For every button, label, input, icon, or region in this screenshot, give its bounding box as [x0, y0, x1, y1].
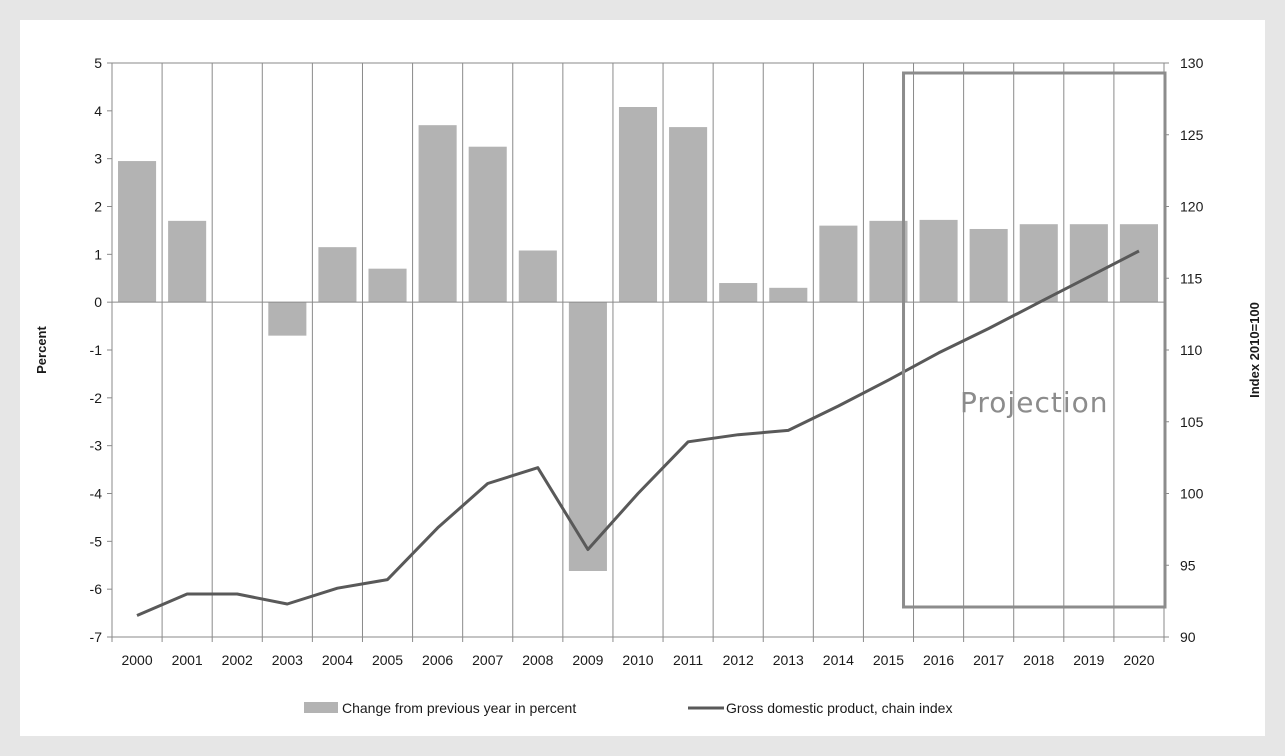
- bar: [468, 146, 507, 303]
- right-tick-label: 110: [1180, 342, 1203, 358]
- x-tick-label: 2019: [1073, 652, 1104, 668]
- right-tick-label: 100: [1180, 486, 1204, 502]
- x-tick-label: 2017: [973, 652, 1004, 668]
- right-tick-label: 105: [1180, 414, 1204, 430]
- x-tick-label: 2014: [823, 652, 854, 668]
- bar: [769, 287, 808, 303]
- left-tick-label: 5: [94, 55, 102, 71]
- projection-label: Projection: [960, 386, 1108, 419]
- x-tick-label: 2012: [723, 652, 754, 668]
- x-tick-label: 2007: [472, 652, 503, 668]
- x-tick-label: 2009: [572, 652, 603, 668]
- bar: [268, 302, 307, 336]
- bar: [168, 220, 207, 303]
- x-tick-label: 2004: [322, 652, 353, 668]
- right-tick-label: 120: [1180, 199, 1204, 215]
- bar: [869, 220, 908, 303]
- bar-series: [118, 107, 1158, 571]
- tick-labels: 5 4 3 2 1 0 -1 -2 -3 -4 -5 -6 -7 130 125 120 115 110 105 10…: [90, 55, 1204, 668]
- left-tick-label: 3: [94, 151, 102, 167]
- bar: [1119, 224, 1158, 303]
- right-tick-label: 90: [1180, 629, 1196, 645]
- projection-box: [902, 71, 1167, 609]
- left-tick-label: -3: [90, 438, 103, 454]
- x-tick-label: 2000: [121, 652, 152, 668]
- right-axis-title: Index 2010=100: [1247, 302, 1262, 398]
- x-tick-label: 2011: [673, 652, 703, 668]
- x-tick-label: 2003: [272, 652, 303, 668]
- left-tick-label: 1: [94, 246, 102, 262]
- left-tick-label: -6: [90, 581, 103, 597]
- right-tick-label: 115: [1180, 270, 1203, 286]
- left-tick-label: -1: [90, 342, 103, 358]
- left-tick-label: 0: [94, 294, 102, 310]
- x-tick-label: 2005: [372, 652, 403, 668]
- bar: [568, 302, 607, 571]
- bar: [318, 247, 357, 303]
- bar: [518, 250, 557, 303]
- bar: [618, 107, 658, 303]
- bar: [1019, 224, 1058, 303]
- x-tick-label: 2006: [422, 652, 453, 668]
- chart-panel: Projection 5 4 3 2 1 0 -1 -2 -3 -4 -5 -6 -7 130 125 120…: [20, 20, 1265, 736]
- left-axis-title: Percent: [34, 325, 49, 373]
- bar: [969, 228, 1008, 303]
- legend-swatch-bars: [304, 702, 338, 713]
- left-tick-label: -2: [90, 390, 103, 406]
- x-tick-label: 2001: [172, 652, 203, 668]
- bar: [719, 283, 758, 303]
- line-series: [136, 249, 1140, 617]
- legend-label-bars: Change from previous year in percent: [342, 700, 576, 716]
- x-tick-label: 2010: [622, 652, 653, 668]
- legend-label-line: Gross domestic product, chain index: [726, 700, 952, 716]
- bar: [418, 125, 457, 303]
- legend: Change from previous year in percent Gros…: [304, 700, 952, 716]
- projection-annotation: Projection: [902, 71, 1167, 609]
- right-tick-label: 95: [1180, 557, 1196, 573]
- bar: [1069, 224, 1108, 303]
- left-tick-label: -7: [90, 629, 103, 645]
- left-tick-label: 4: [94, 103, 102, 119]
- x-tick-label: 2015: [873, 652, 904, 668]
- right-tick-label: 130: [1180, 55, 1204, 71]
- gridlines: [161, 63, 1115, 637]
- bar: [669, 127, 708, 303]
- right-tick-label: 125: [1180, 127, 1204, 143]
- bar: [118, 161, 157, 303]
- x-tick-label: 2018: [1023, 652, 1054, 668]
- bar: [368, 268, 407, 303]
- x-tick-label: 2013: [773, 652, 804, 668]
- gdp-index-line: [136, 249, 1140, 617]
- bar: [819, 225, 858, 303]
- chart-svg: Projection 5 4 3 2 1 0 -1 -2 -3 -4 -5 -6 -7 130 125 120…: [34, 55, 1262, 716]
- x-tick-label: 2002: [222, 652, 253, 668]
- x-tick-label: 2020: [1123, 652, 1154, 668]
- bar: [919, 219, 958, 303]
- left-tick-label: -4: [90, 486, 103, 502]
- axis-titles: Percent Index 2010=100: [34, 302, 1262, 398]
- x-tick-label: 2008: [522, 652, 553, 668]
- left-tick-label: 2: [94, 199, 102, 215]
- left-tick-label: -5: [90, 533, 103, 549]
- x-tick-label: 2016: [923, 652, 954, 668]
